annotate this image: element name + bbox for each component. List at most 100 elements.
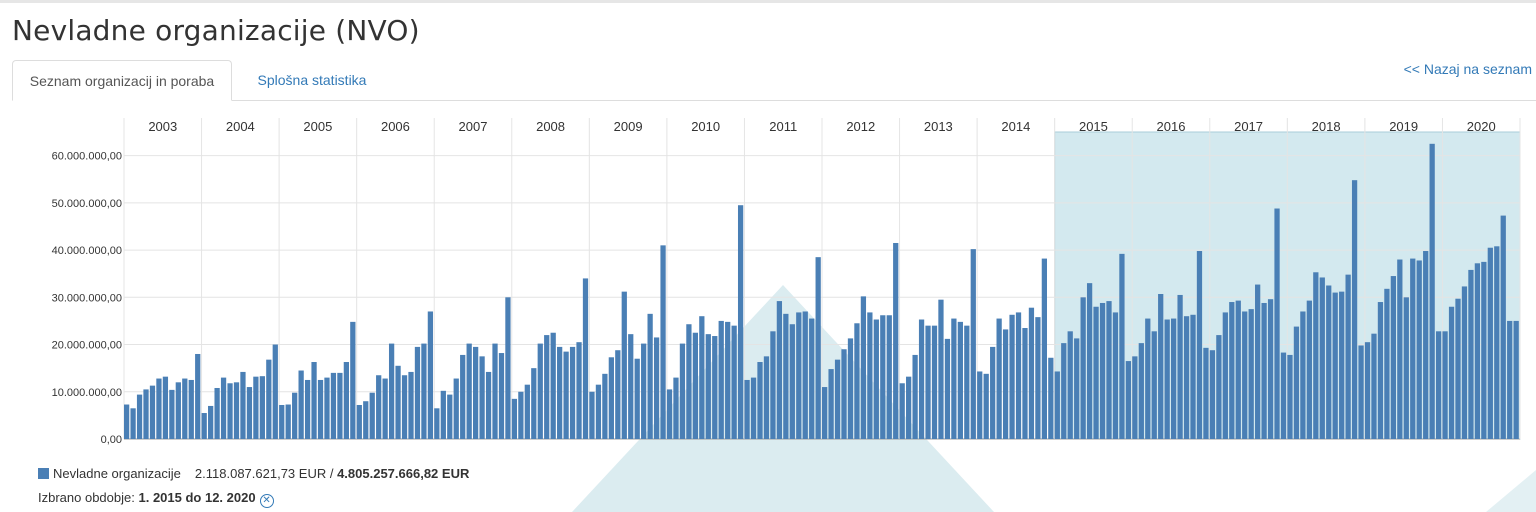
- bar[interactable]: [731, 325, 737, 439]
- bar[interactable]: [666, 389, 673, 439]
- bar[interactable]: [1222, 312, 1228, 439]
- bar[interactable]: [1022, 328, 1028, 439]
- bar[interactable]: [653, 337, 660, 439]
- bar[interactable]: [951, 318, 957, 439]
- bar[interactable]: [1138, 343, 1144, 439]
- bar[interactable]: [1054, 371, 1060, 439]
- bar[interactable]: [595, 384, 602, 439]
- bar[interactable]: [401, 375, 408, 439]
- back-to-list-link[interactable]: << Nazaj na seznam: [1403, 61, 1532, 77]
- bar[interactable]: [233, 382, 240, 439]
- bar[interactable]: [1371, 333, 1377, 439]
- bar[interactable]: [641, 343, 647, 439]
- bar[interactable]: [822, 387, 828, 439]
- bar[interactable]: [957, 321, 963, 439]
- bar[interactable]: [737, 205, 744, 439]
- bar[interactable]: [208, 405, 214, 439]
- bar[interactable]: [1009, 314, 1015, 439]
- bar[interactable]: [569, 346, 576, 439]
- bar[interactable]: [621, 291, 627, 439]
- bar[interactable]: [363, 401, 369, 439]
- bar[interactable]: [608, 357, 614, 439]
- bar[interactable]: [931, 325, 938, 439]
- bar[interactable]: [744, 379, 750, 439]
- bar[interactable]: [220, 377, 227, 439]
- bar[interactable]: [944, 338, 951, 439]
- bar[interactable]: [828, 369, 834, 439]
- bar[interactable]: [563, 351, 569, 439]
- bar[interactable]: [918, 319, 925, 439]
- bar[interactable]: [395, 365, 401, 439]
- bar[interactable]: [169, 389, 175, 439]
- bar[interactable]: [673, 377, 679, 439]
- bar[interactable]: [460, 354, 466, 439]
- bar[interactable]: [796, 312, 802, 439]
- bar[interactable]: [886, 315, 892, 439]
- bar[interactable]: [847, 338, 854, 439]
- bar[interactable]: [1280, 352, 1287, 439]
- bar[interactable]: [1513, 320, 1519, 439]
- bar[interactable]: [1435, 331, 1442, 439]
- bar[interactable]: [505, 297, 511, 439]
- bar[interactable]: [149, 385, 156, 439]
- bar[interactable]: [253, 376, 259, 439]
- bar[interactable]: [1358, 345, 1364, 439]
- bar[interactable]: [815, 257, 821, 439]
- bar[interactable]: [1410, 258, 1416, 439]
- bar[interactable]: [544, 335, 550, 439]
- bar[interactable]: [1151, 331, 1157, 439]
- bar[interactable]: [1423, 251, 1429, 439]
- bar[interactable]: [440, 390, 446, 439]
- bar[interactable]: [1080, 297, 1086, 439]
- bar[interactable]: [809, 318, 815, 439]
- bar[interactable]: [854, 323, 860, 439]
- bar[interactable]: [589, 391, 595, 439]
- bar[interactable]: [376, 375, 382, 439]
- bar[interactable]: [356, 404, 362, 439]
- bar[interactable]: [628, 334, 634, 439]
- bar[interactable]: [1164, 319, 1170, 439]
- bar[interactable]: [1048, 357, 1054, 439]
- bar[interactable]: [246, 387, 253, 439]
- bar[interactable]: [679, 343, 686, 439]
- bar[interactable]: [1345, 274, 1351, 439]
- bar[interactable]: [834, 359, 841, 439]
- bar[interactable]: [272, 344, 278, 439]
- bar[interactable]: [1500, 215, 1506, 439]
- bar[interactable]: [841, 349, 847, 439]
- bar[interactable]: [1326, 285, 1332, 440]
- bar[interactable]: [1171, 318, 1177, 439]
- bar[interactable]: [518, 391, 524, 439]
- bar[interactable]: [757, 362, 763, 439]
- bar[interactable]: [279, 404, 285, 439]
- bar[interactable]: [1442, 331, 1448, 439]
- bar[interactable]: [330, 372, 337, 439]
- bar[interactable]: [1035, 317, 1041, 439]
- bar[interactable]: [324, 377, 330, 439]
- bar[interactable]: [1002, 329, 1009, 439]
- bar[interactable]: [531, 368, 537, 439]
- bar[interactable]: [1397, 259, 1403, 439]
- bar[interactable]: [718, 320, 724, 439]
- bar[interactable]: [317, 379, 324, 439]
- bar[interactable]: [1158, 294, 1164, 439]
- bar[interactable]: [1474, 263, 1481, 439]
- bar[interactable]: [1351, 180, 1358, 439]
- bar[interactable]: [285, 404, 291, 439]
- bar[interactable]: [485, 371, 492, 439]
- bar[interactable]: [188, 379, 194, 439]
- bar[interactable]: [388, 343, 395, 439]
- bar[interactable]: [692, 332, 698, 439]
- bar[interactable]: [414, 346, 421, 439]
- bar[interactable]: [699, 316, 705, 439]
- bar[interactable]: [1248, 309, 1254, 439]
- bar[interactable]: [1255, 284, 1261, 439]
- bar[interactable]: [912, 354, 918, 439]
- bar[interactable]: [350, 321, 356, 439]
- bar[interactable]: [473, 346, 479, 439]
- bar[interactable]: [1041, 258, 1047, 439]
- bar[interactable]: [1229, 302, 1235, 439]
- bar[interactable]: [1339, 291, 1345, 439]
- bar[interactable]: [492, 343, 498, 439]
- bar[interactable]: [750, 377, 757, 439]
